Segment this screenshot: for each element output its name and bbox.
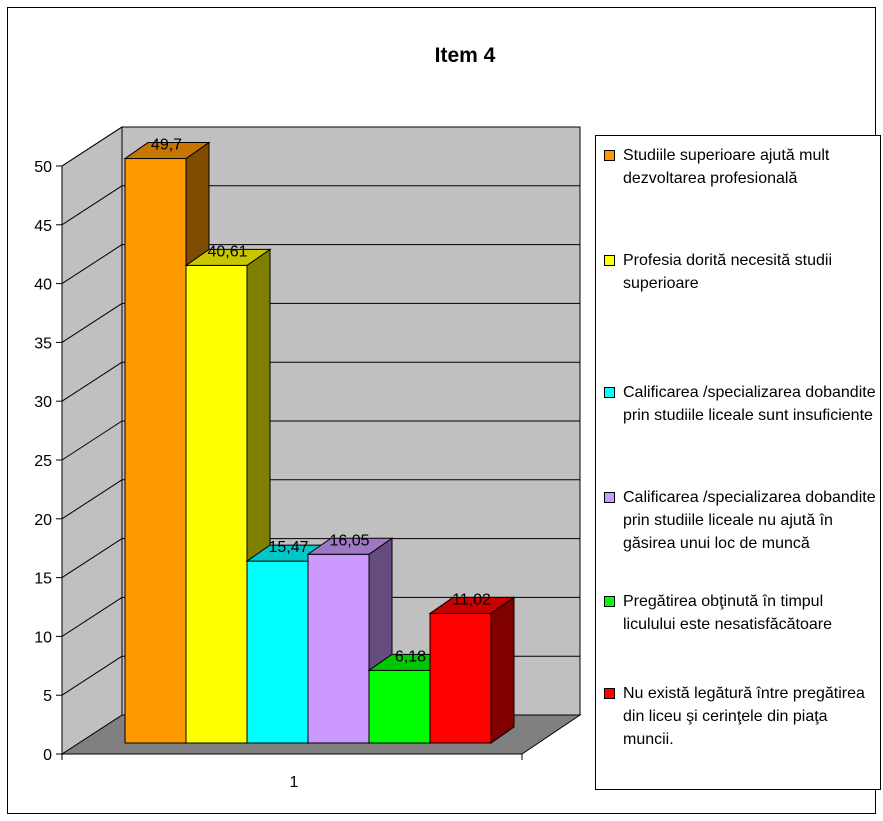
bar-front [124,158,187,744]
bar-front [429,612,492,744]
bar-top [428,596,516,614]
gridline [61,244,123,285]
y-ticks: 0 5 10 15 20 25 30 35 40 45 50 [34,159,62,764]
gridline [61,655,123,696]
legend-swatch [604,596,615,607]
data-labels: 49,7 40,61 15,47 16,05 6,18 11,02 [151,137,491,666]
legend-item: Calificarea /specializarea dobandite pri… [604,486,878,555]
bar-6 [428,596,516,744]
bar-front [368,669,431,744]
bar-front [307,553,370,744]
legend-item: Pregătirea obţinută în timpul liculului … [604,590,878,636]
legend-swatch [604,255,615,266]
y-tick-label: 45 [34,218,52,235]
gridline [61,361,123,402]
legend-label: Calificarea /specializarea dobandite pri… [623,489,876,552]
gridline [61,596,123,637]
data-label: 11,02 [452,591,491,608]
legend-item: Profesia dorită necesită studii superioa… [604,249,878,295]
data-label: 16,05 [329,532,369,549]
data-label: 40,61 [207,243,247,260]
legend-label: Profesia dorită necesită studii superioa… [623,252,832,292]
bar-side [490,596,515,744]
y-tick-label: 10 [34,629,52,646]
gridline [61,126,123,167]
data-label: 49,7 [151,137,182,154]
y-tick-label: 35 [34,335,52,352]
legend-item: Nu există legătură între pregătirea din … [604,682,878,751]
bar-top [123,142,211,160]
legend-swatch [604,688,615,699]
y-tick-label: 5 [43,688,52,705]
legend-label: Studiile superioare ajută mult dezvoltar… [623,147,830,187]
bar-front [185,264,248,744]
gridline [61,538,123,579]
y-tick-label: 40 [34,277,52,294]
gridline [61,420,123,461]
gridline [61,185,123,226]
bar-front [246,560,309,744]
y-tick-label: 15 [34,571,52,588]
legend-swatch [604,492,615,503]
data-label: 6,18 [395,648,426,665]
legend-label: Calificarea /specializarea dobandite pri… [623,384,876,424]
legend-item: Studiile superioare ajută mult dezvoltar… [604,144,878,190]
legend-label: Nu există legătură între pregătirea din … [623,685,865,748]
legend: Studiile superioare ajută mult dezvoltar… [595,135,881,790]
data-label: 15,47 [268,539,308,556]
legend-item: Calificarea /specializarea dobandite pri… [604,381,878,427]
y-tick-label: 0 [43,747,52,764]
bars [123,141,516,744]
bar-top [184,248,272,266]
gridline [61,479,123,520]
x-tick-label: 1 [290,774,299,791]
gridline [61,302,123,343]
bar-top [306,537,394,555]
bar-4 [306,537,394,744]
legend-swatch [604,387,615,398]
y-tick-label: 30 [34,394,52,411]
y-tick-label: 50 [34,159,52,176]
legend-swatch [604,150,615,161]
legend-label: Pregătirea obţinută în timpul liculului … [623,593,833,633]
chart-title: Item 4 [435,44,496,67]
y-tick-label: 20 [34,512,52,529]
y-tick-label: 25 [34,453,52,470]
